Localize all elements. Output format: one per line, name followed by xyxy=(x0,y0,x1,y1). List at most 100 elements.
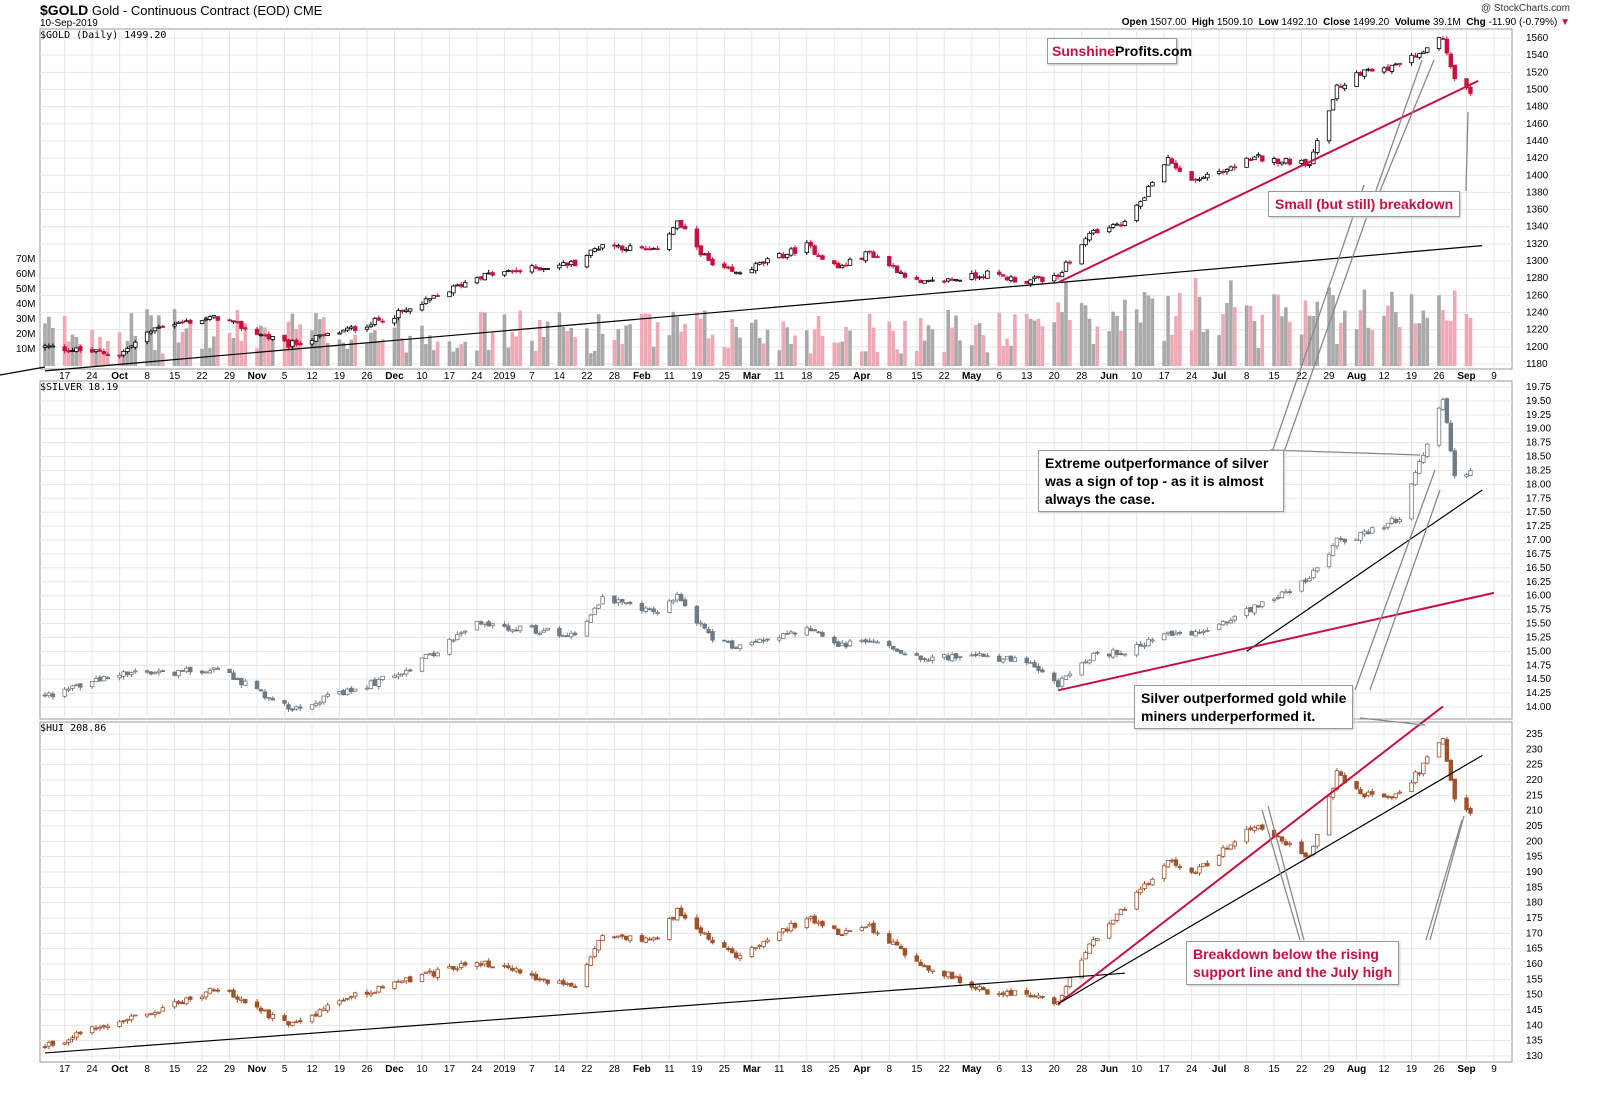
candle-body xyxy=(859,257,864,260)
volume-bar xyxy=(176,342,181,366)
candle-body xyxy=(97,676,103,682)
volume-bar xyxy=(863,351,868,366)
candle-body xyxy=(101,676,107,682)
candle-body xyxy=(462,962,468,966)
candle-body xyxy=(1397,519,1402,522)
volume-bar xyxy=(282,336,287,366)
candle-body xyxy=(376,986,381,993)
volume-bar xyxy=(569,327,573,366)
candle-body xyxy=(584,620,590,637)
volume-bar xyxy=(102,352,106,366)
candle-body xyxy=(572,259,578,267)
candle-body xyxy=(1393,519,1399,523)
candle-body xyxy=(451,965,456,970)
candle-body xyxy=(1087,943,1092,954)
candle-body xyxy=(777,931,782,941)
y-tick-label: 190 xyxy=(1526,867,1543,878)
candle-body xyxy=(407,308,413,312)
candle-body xyxy=(459,284,464,287)
candle-body xyxy=(1169,859,1175,862)
candle-body xyxy=(46,345,52,348)
x-tick-label: 24 xyxy=(1186,1064,1198,1075)
candle-body xyxy=(1393,63,1399,66)
volume-bar xyxy=(926,325,931,366)
volume-bar xyxy=(149,315,153,366)
candle-body xyxy=(372,679,378,686)
candle-body xyxy=(561,635,566,637)
candle-body xyxy=(1032,662,1037,668)
volume-bar xyxy=(1394,311,1398,366)
candle-body xyxy=(435,968,440,978)
x-tick-label: 22 xyxy=(1296,1064,1308,1075)
candle-body xyxy=(612,595,617,604)
candle-body xyxy=(266,697,272,699)
candle-body xyxy=(1118,653,1124,655)
candle-body xyxy=(639,246,645,249)
volume-bar xyxy=(1248,305,1253,366)
y-tick-label: 135 xyxy=(1526,1036,1543,1047)
candle-body xyxy=(568,260,574,266)
candle-body xyxy=(792,632,798,635)
x-tick-label: 15 xyxy=(911,371,923,382)
volume-bar xyxy=(1303,300,1308,366)
volume-bar xyxy=(486,349,491,366)
candle-body xyxy=(871,640,876,643)
volume-bar xyxy=(231,337,236,366)
candle-body xyxy=(1252,826,1257,832)
volume-bar xyxy=(1382,315,1386,366)
volume-bar xyxy=(420,325,424,366)
candle-body xyxy=(710,939,715,944)
candle-body xyxy=(1224,168,1230,173)
candle-body xyxy=(514,270,519,273)
trendline-red xyxy=(1057,705,1444,1005)
candle-body xyxy=(50,345,56,348)
candle-body xyxy=(1370,68,1375,72)
candle-body xyxy=(1366,531,1371,535)
x-tick-label: 11 xyxy=(774,1064,785,1075)
candle-body xyxy=(1036,275,1041,278)
candle-body xyxy=(490,966,495,969)
candle-body xyxy=(627,601,633,604)
candle-body xyxy=(765,939,770,943)
candle-body xyxy=(839,264,845,269)
candle-body xyxy=(1421,51,1426,54)
candle-body xyxy=(792,923,798,928)
candle-body xyxy=(1004,991,1010,996)
candle-body xyxy=(541,268,546,270)
volume-bar xyxy=(592,350,597,366)
close-value: 1499.20 xyxy=(1353,17,1390,28)
volume-bar xyxy=(985,352,990,366)
candle-body xyxy=(1193,871,1198,874)
grid-layer xyxy=(39,28,1513,1063)
callout-pointer xyxy=(1267,805,1305,941)
volume-value: 39.1M xyxy=(1432,17,1461,28)
candle-body xyxy=(675,908,680,921)
candle-body xyxy=(117,674,122,679)
candle-body xyxy=(871,251,876,258)
candle-body xyxy=(510,270,515,273)
candle-body xyxy=(788,248,794,256)
candle-body xyxy=(1059,272,1065,278)
candle-body xyxy=(207,988,213,994)
candle-body xyxy=(258,1007,264,1012)
candle-body xyxy=(125,347,130,352)
candle-body xyxy=(1342,84,1347,90)
candle-body xyxy=(890,941,896,945)
candle-body xyxy=(620,245,625,251)
volume-bar xyxy=(730,318,734,366)
volume-bar xyxy=(887,321,892,366)
y-tick-label: 205 xyxy=(1526,821,1543,832)
candle-body xyxy=(812,245,817,255)
candle-body xyxy=(1440,738,1446,745)
y-tick-label: 1380 xyxy=(1526,187,1549,198)
candle-body xyxy=(317,702,323,705)
candle-body xyxy=(1385,795,1391,798)
candle-body xyxy=(627,245,633,251)
candle-body xyxy=(89,349,95,353)
x-tick-label: 10 xyxy=(416,1064,428,1075)
y-tick-label: 220 xyxy=(1526,775,1543,786)
volume-bar xyxy=(396,309,401,366)
candle-body xyxy=(376,317,381,321)
candle-body xyxy=(1244,157,1249,168)
x-tick-label: Apr xyxy=(853,371,870,382)
